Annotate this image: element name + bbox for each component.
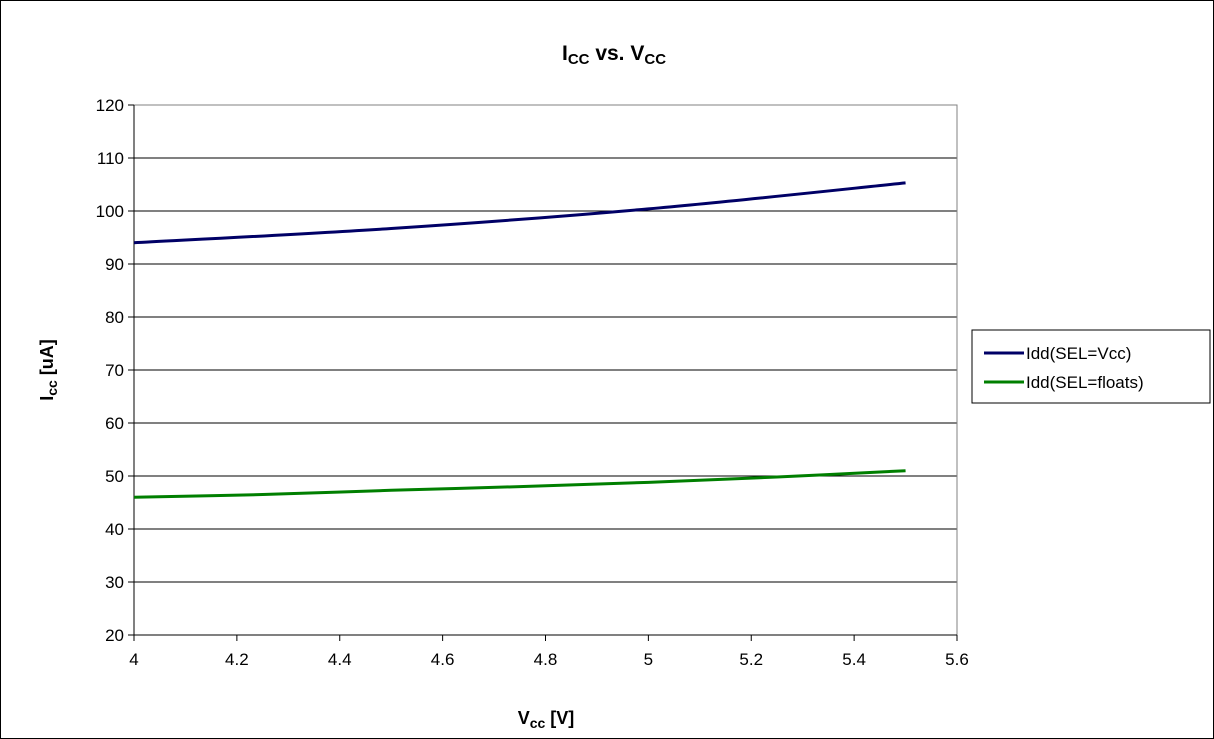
x-tick-labels: 4 4.2 4.4 4.6 4.8 5 5.2 5.4 5.6 xyxy=(129,650,969,669)
x-tick-label: 4 xyxy=(129,650,138,669)
y-tick-label: 20 xyxy=(105,626,124,645)
x-axis-title: Vcc [V] xyxy=(518,708,575,731)
series-line-1 xyxy=(133,181,906,245)
x-axis-title-main: V xyxy=(518,708,530,728)
chart-title-main: I xyxy=(562,42,568,65)
x-tick-label: 4.4 xyxy=(328,650,352,669)
y-tick-label: 70 xyxy=(105,361,124,380)
x-tick-label: 4.6 xyxy=(431,650,455,669)
x-tick-label: 4.8 xyxy=(534,650,558,669)
x-axis-title-sub: cc xyxy=(530,715,546,731)
y-tick-label: 120 xyxy=(96,96,124,115)
y-tick-label: 60 xyxy=(105,414,124,433)
series-line-2 xyxy=(133,469,906,499)
axes xyxy=(128,104,958,641)
y-tick-label: 40 xyxy=(105,520,124,539)
y-axis-title-sub: cc xyxy=(44,380,60,396)
chart-title: ICC vs. VCC xyxy=(562,42,666,68)
x-axis-title-rest: [V] xyxy=(545,708,574,728)
x-tick-label: 5 xyxy=(644,650,653,669)
legend: Idd(SEL=Vcc) Idd(SEL=floats) xyxy=(971,329,1211,404)
x-tick-label: 5.2 xyxy=(739,650,763,669)
y-tick-label: 90 xyxy=(105,255,124,274)
y-axis-title: Icc [uA] xyxy=(37,339,60,401)
chart-title-sub2: CC xyxy=(644,51,666,68)
y-tick-label: 30 xyxy=(105,573,124,592)
x-tick-label: 4.2 xyxy=(225,650,249,669)
y-tick-labels: 20 30 40 50 60 70 80 90 100 110 120 xyxy=(96,96,124,645)
chart-title-sub: CC xyxy=(568,51,590,68)
y-axis-title-rest: [uA] xyxy=(37,339,57,380)
y-tick-label: 110 xyxy=(97,149,124,168)
series-lines xyxy=(133,181,906,499)
legend-label-series-2: Idd(SEL=floats) xyxy=(1026,373,1144,392)
y-tick-label: 80 xyxy=(105,308,124,327)
x-tick-label: 5.4 xyxy=(842,650,866,669)
chart-title-mid: vs. V xyxy=(589,42,644,65)
y-tick-label: 50 xyxy=(105,467,124,486)
y-axis-title-main: I xyxy=(37,396,57,401)
legend-label-series-1: Idd(SEL=Vcc) xyxy=(1026,344,1131,363)
legend-box xyxy=(971,329,1211,404)
y-tick-label: 100 xyxy=(96,202,124,221)
grid-lines xyxy=(134,104,957,636)
x-tick-label: 5.6 xyxy=(945,650,969,669)
